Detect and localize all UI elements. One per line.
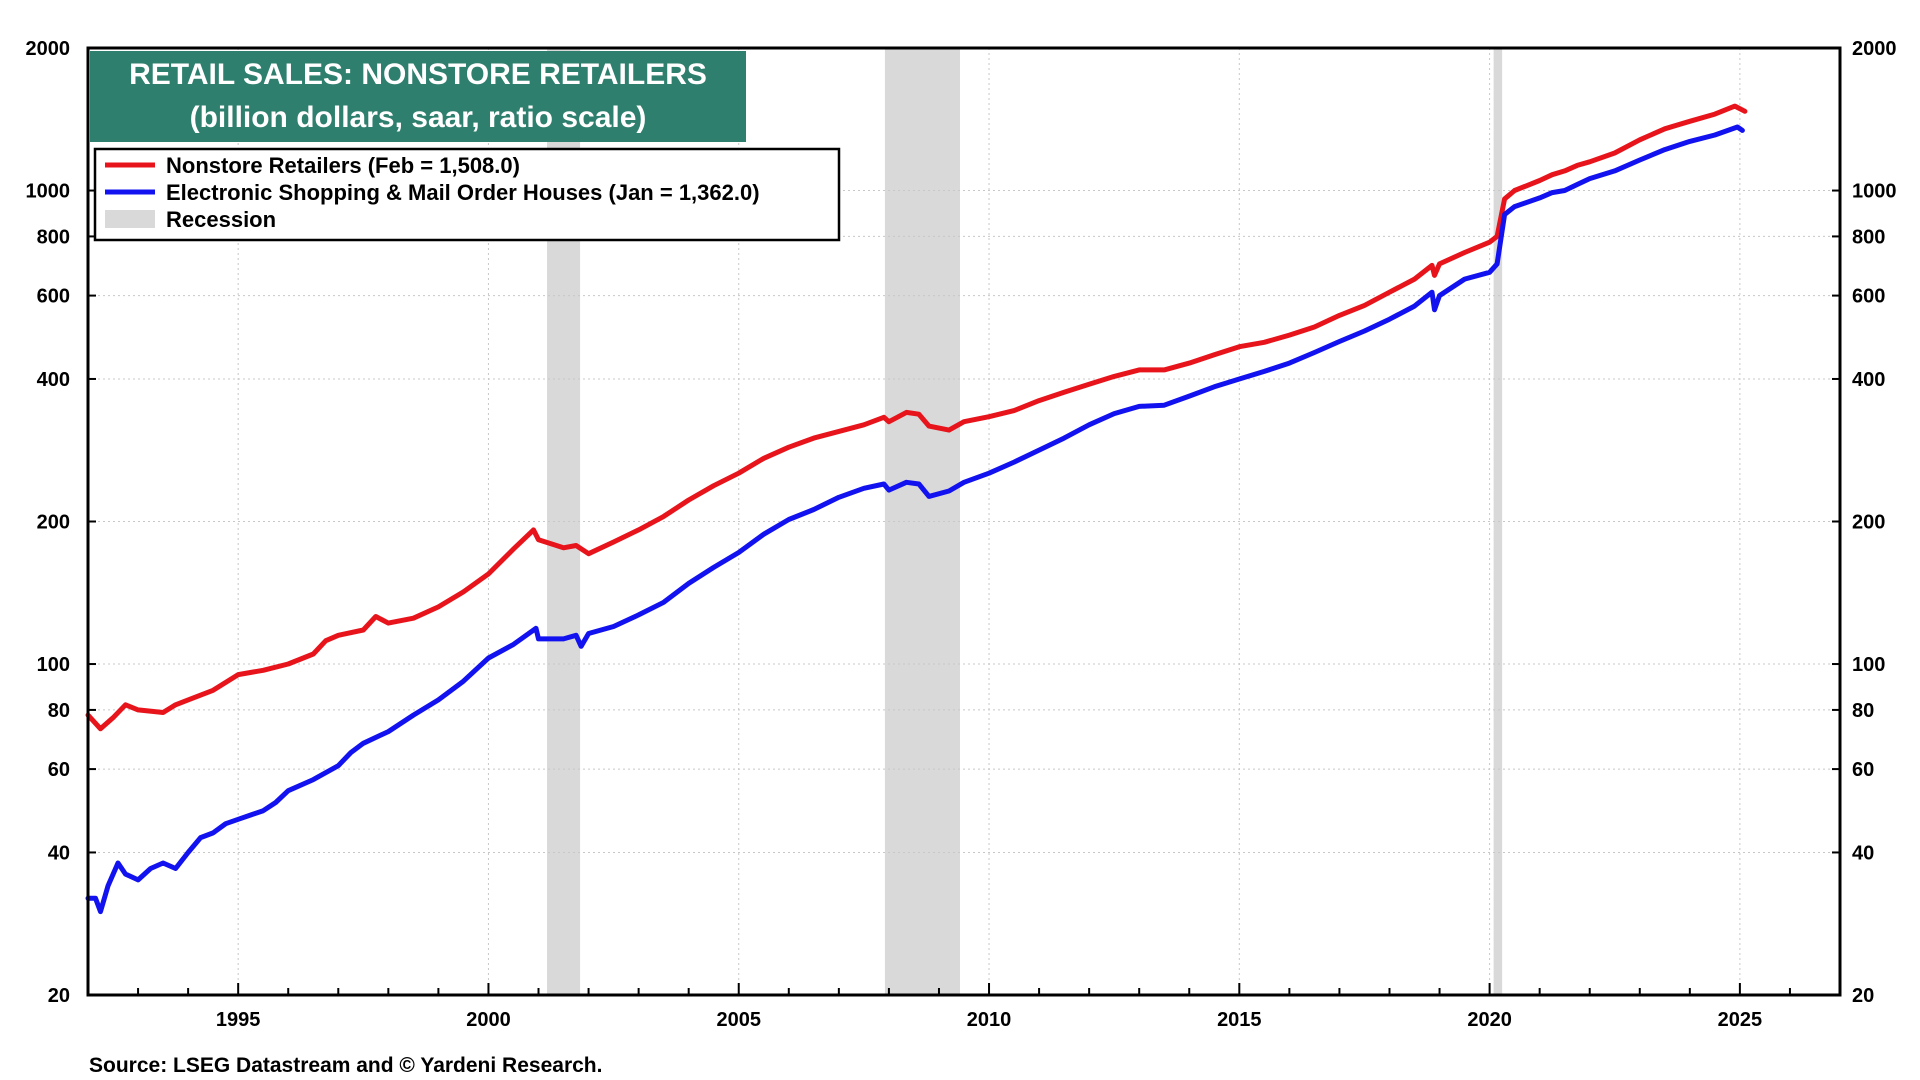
title-background bbox=[90, 51, 746, 142]
legend: Nonstore Retailers (Feb = 1,508.0) Elect… bbox=[93, 147, 841, 242]
y-tick-label-right: 2000 bbox=[1852, 38, 1897, 60]
legend-label-nonstore: Nonstore Retailers (Feb = 1,508.0) bbox=[166, 153, 520, 178]
recession-band bbox=[1493, 48, 1503, 995]
y-tick-label-right: 200 bbox=[1852, 512, 1885, 534]
y-tick-label-left: 40 bbox=[48, 842, 70, 864]
chart-subtitle: (billion dollars, saar, ratio scale) bbox=[190, 101, 647, 134]
y-tick-label-right: 400 bbox=[1852, 369, 1885, 391]
recession-band bbox=[884, 48, 960, 995]
y-tick-label-right: 800 bbox=[1852, 226, 1885, 248]
y-tick-label-right: 1000 bbox=[1852, 181, 1897, 203]
series-lines bbox=[85, 103, 1748, 915]
series-line-electronic bbox=[85, 124, 1745, 915]
source-note: Source: LSEG Datastream and © Yardeni Re… bbox=[89, 1054, 602, 1077]
y-tick-label-left: 400 bbox=[37, 369, 70, 391]
x-tick-label: 2010 bbox=[967, 1009, 1012, 1031]
legend-label-recession: Recession bbox=[166, 207, 276, 232]
legend-label-electronic: Electronic Shopping & Mail Order Houses … bbox=[166, 180, 760, 205]
y-tick-label-left: 60 bbox=[48, 759, 70, 781]
y-tick-label-right: 600 bbox=[1852, 286, 1885, 308]
x-tick-label: 2025 bbox=[1718, 1009, 1763, 1031]
series-line-nonstore bbox=[85, 103, 1748, 732]
y-tick-label-right: 80 bbox=[1852, 700, 1874, 722]
grid-lines bbox=[88, 48, 1840, 995]
y-tick-label-left: 20 bbox=[48, 985, 70, 1007]
chart-title: RETAIL SALES: NONSTORE RETAILERS bbox=[129, 58, 707, 91]
x-tick-label: 2000 bbox=[466, 1009, 511, 1031]
x-tick-label: 1995 bbox=[216, 1009, 261, 1031]
y-tick-label-left: 600 bbox=[37, 286, 70, 308]
y-tick-label-right: 40 bbox=[1852, 842, 1874, 864]
y-tick-label-left: 80 bbox=[48, 700, 70, 722]
y-tick-label-right: 100 bbox=[1852, 654, 1885, 676]
x-tick-label: 2015 bbox=[1217, 1009, 1262, 1031]
legend-box bbox=[93, 147, 841, 242]
y-tick-label-left: 1000 bbox=[26, 181, 71, 203]
title-box: RETAIL SALES: NONSTORE RETAILERS (billio… bbox=[90, 51, 746, 142]
x-tick-label: 2020 bbox=[1467, 1009, 1512, 1031]
y-tick-label-left: 100 bbox=[37, 654, 70, 676]
y-tick-label-right: 60 bbox=[1852, 759, 1874, 781]
y-tick-label-left: 800 bbox=[37, 226, 70, 248]
x-tick-label: 2005 bbox=[716, 1009, 761, 1031]
y-tick-label-right: 20 bbox=[1852, 985, 1874, 1007]
y-tick-label-left: 200 bbox=[37, 512, 70, 534]
legend-swatch-recession bbox=[105, 210, 155, 228]
y-tick-label-left: 2000 bbox=[26, 38, 71, 60]
